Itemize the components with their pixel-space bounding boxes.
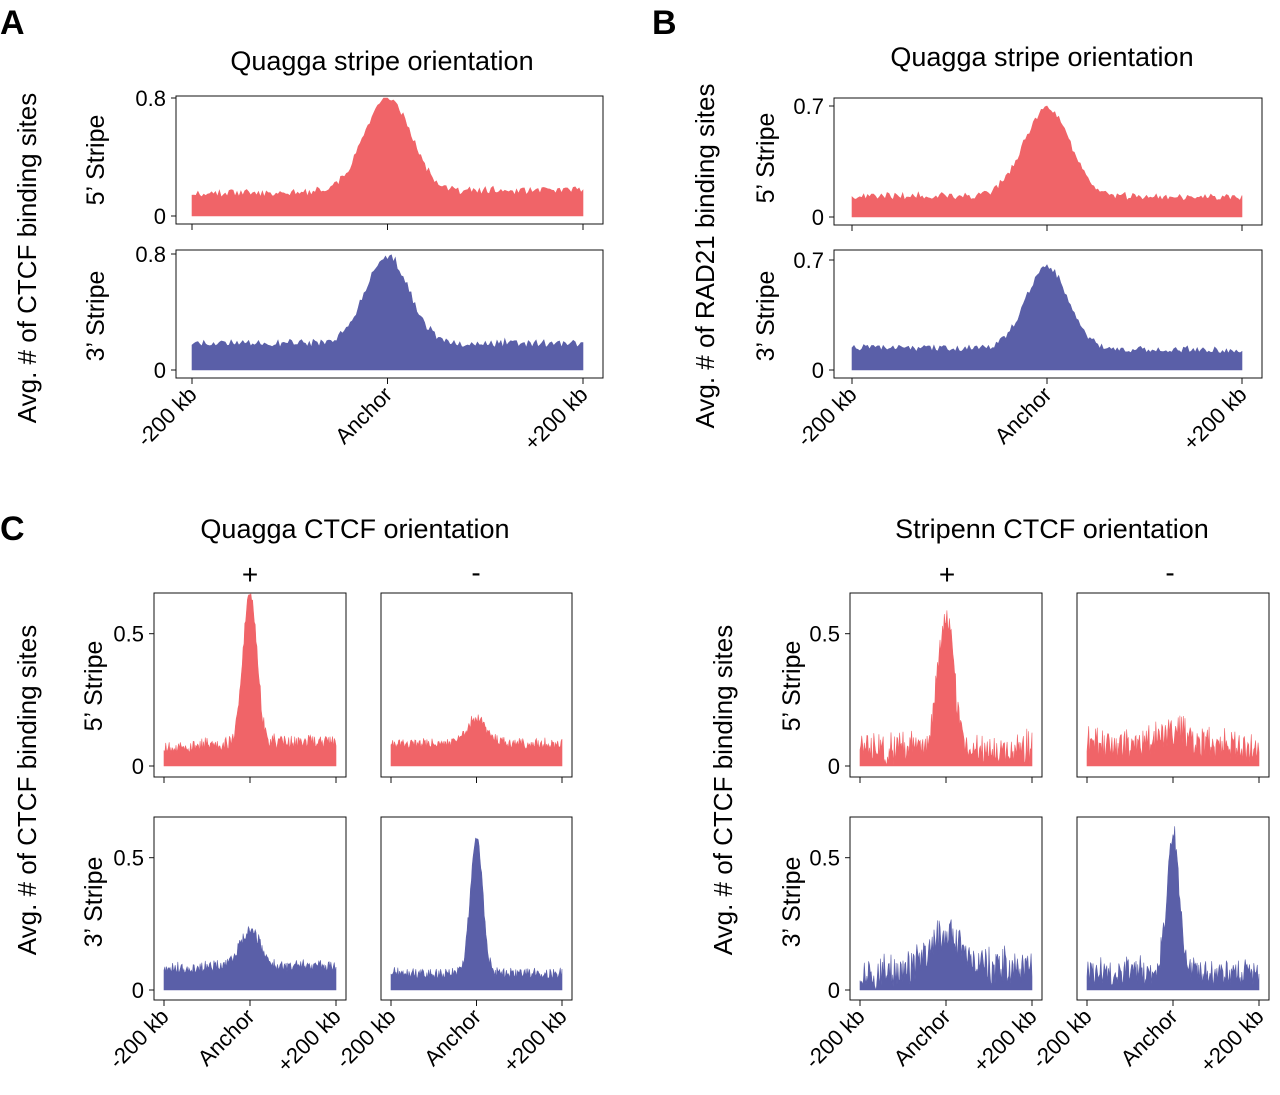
area-series-C-S-3-minus [1086,826,1260,991]
plot-frame-B-3 [833,249,1263,379]
area-series-C-S-3-plus [859,919,1033,991]
row-label-a-3: 3’ Stripe [82,271,110,362]
x-tick-label-B-3: -200 kb [792,382,862,452]
title-b: Quagga stripe orientation [890,42,1193,72]
y-tick-label-A-5: 0 [154,204,166,229]
row-label-cs-5: 5’ Stripe [778,641,806,732]
y-tick-label-B-5: 0 [812,205,824,230]
x-tick-label-C-Q-3-minus: -200 kb [331,1004,401,1074]
panel-label-a: A [0,4,25,42]
plot-area: 00.800.8-200 kb Anchor +200 kb00.700.7-200… [104,86,1270,1077]
x-tick-label-B-3: Anchor [990,382,1057,449]
area-series-B-5 [851,105,1243,218]
row-label-cs-3: 3’ Stripe [778,857,806,948]
x-tick-label-C-S-3-plus: -200 kb [800,1004,870,1074]
y-tick-label-C-Q-3-plus: 0.5 [113,846,144,871]
area-series-C-Q-3-minus [390,837,563,991]
area-series-B-3 [851,264,1243,371]
row-label-cq-3: 3’ Stripe [80,857,108,948]
y-tick-label-B-3: 0.7 [793,248,824,273]
x-tick-label-C-S-3-plus: +200 kb [968,1004,1041,1077]
row-label-b-3: 3’ Stripe [752,271,780,362]
x-tick-label-C-S-3-minus: -200 kb [1027,1004,1097,1074]
row-label-a-5: 5’ Stripe [82,115,110,206]
y-tick-label-C-Q-5-plus: 0 [132,754,144,779]
x-tick-label-C-Q-3-minus: Anchor [419,1004,486,1071]
y-tick-label-A-3: 0 [154,358,166,383]
row-label-b-5: 5’ Stripe [752,113,780,204]
x-tick-label-C-Q-3-plus: +200 kb [272,1004,345,1077]
row-label-cq-5: 5’ Stripe [80,641,108,732]
y-tick-label-C-Q-3-plus: 0 [132,978,144,1003]
plot-frame-B-5 [833,97,1263,226]
area-series-A-3 [191,254,584,371]
orientation-plus-stripenn: + [939,559,955,590]
orientation-plus-quagga: + [242,559,258,590]
y-tick-label-B-5: 0.7 [793,94,824,119]
panel-label-b: B [652,4,677,42]
y-tick-label-C-S-3-plus: 0.5 [809,846,840,871]
ylabel-b: Avg. # of RAD21 binding sites [690,84,720,429]
y-tick-label-A-3: 0.8 [135,242,166,267]
title-a: Quagga stripe orientation [230,46,533,76]
x-tick-label-C-Q-3-minus: +200 kb [498,1004,571,1077]
area-series-A-5 [191,97,584,217]
orientation-minus-quagga: - [471,557,480,588]
x-tick-label-C-S-3-minus: Anchor [1116,1004,1183,1071]
x-tick-label-C-S-3-minus: +200 kb [1195,1004,1268,1077]
area-series-C-Q-5-plus [163,593,337,767]
y-tick-label-C-Q-5-plus: 0.5 [113,622,144,647]
y-tick-label-A-5: 0.8 [135,86,166,111]
x-tick-label-C-Q-3-plus: Anchor [193,1004,260,1071]
y-tick-label-B-3: 0 [812,358,824,383]
area-series-C-Q-5-minus [390,714,563,767]
title-c-quagga: Quagga CTCF orientation [200,514,509,544]
orientation-minus-stripenn: - [1165,557,1174,588]
y-tick-label-C-S-5-plus: 0.5 [809,622,840,647]
y-tick-label-C-S-3-plus: 0 [828,978,840,1003]
ylabel-a: Avg. # of CTCF binding sites [12,93,42,423]
x-tick-label-A-3: -200 kb [132,382,202,452]
plot-frame-A-5 [175,95,604,225]
panel-label-c: C [0,510,25,548]
y-tick-label-C-S-5-plus: 0 [828,754,840,779]
title-c-stripenn: Stripenn CTCF orientation [895,514,1209,544]
x-tick-label-B-3: +200 kb [1178,382,1251,455]
area-series-C-Q-3-plus [163,925,337,991]
area-series-C-S-5-minus [1086,715,1260,767]
x-tick-label-C-Q-3-plus: -200 kb [104,1004,174,1074]
area-series-C-S-5-plus [859,610,1033,767]
ylabel-c-stripenn: Avg. # of CTCF binding sites [708,625,738,955]
plot-frame-A-3 [175,249,604,379]
ylabel-c-quagga: Avg. # of CTCF binding sites [12,625,42,955]
x-tick-label-A-3: +200 kb [519,382,592,455]
x-tick-label-C-S-3-plus: Anchor [889,1004,956,1071]
x-tick-label-A-3: Anchor [330,382,397,449]
